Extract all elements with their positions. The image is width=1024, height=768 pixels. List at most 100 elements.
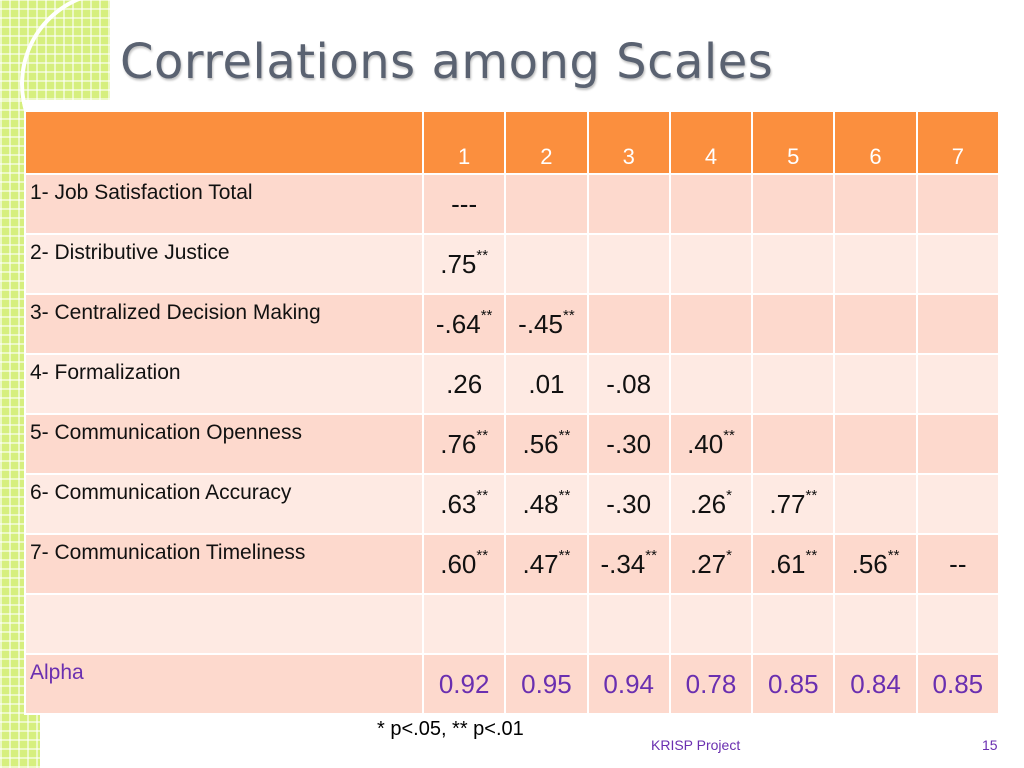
correlation-cell: -.30 [586, 473, 671, 535]
correlation-cell [915, 353, 1001, 415]
correlation-cell: -.34** [586, 533, 671, 595]
cell-value: .77 [769, 488, 806, 519]
correlation-cell [915, 473, 1001, 535]
cell-value: .27 [689, 548, 727, 579]
header-corner-cell [24, 110, 424, 175]
row-label: 1- Job Satisfaction Total [24, 173, 424, 235]
correlation-cell [833, 413, 918, 475]
correlation-cell: .26 [421, 353, 507, 415]
correlation-cell [833, 293, 918, 355]
cell-value: .56 [522, 428, 559, 459]
alpha-value-cell: 0.85 [915, 653, 1001, 715]
cell-value: -.64 [435, 308, 481, 339]
significance-marker: ** [805, 546, 818, 564]
significance-marker: ** [480, 306, 493, 324]
table-row: 7- Communication Timeliness .60** .47** -.3… [24, 533, 1001, 595]
correlation-cell: .77** [751, 473, 836, 535]
footer-project-name: KRISP Project [651, 737, 741, 753]
cell-value: 0.92 [438, 668, 490, 699]
decorative-lattice-top [0, 0, 110, 100]
correlation-cell: .63** [421, 473, 507, 535]
cell-value: 0.85 [932, 668, 984, 699]
alpha-value-cell: 0.84 [833, 653, 918, 715]
column-header: 4 [668, 110, 754, 175]
table-row: 1- Job Satisfaction Total --- [24, 173, 1001, 235]
cell-value: .40 [687, 428, 724, 459]
table-row: 6- Communication Accuracy .63** .48** -.30.… [24, 473, 1001, 535]
correlation-cell [915, 593, 1001, 655]
cell-value: .01 [528, 368, 565, 399]
cell-value: .75 [440, 248, 477, 279]
table-body: 1- Job Satisfaction Total --- 2- Distribut… [24, 173, 1001, 715]
row-label: 7- Communication Timeliness [24, 533, 424, 595]
cell-value: .60 [440, 548, 477, 579]
alpha-value-cell: 0.94 [586, 653, 671, 715]
cell-value: .63 [440, 488, 477, 519]
correlation-cell: .47** [504, 533, 589, 595]
cell-value: -.08 [606, 368, 652, 399]
significance-marker: ** [476, 546, 489, 564]
table-row: 2- Distributive Justice .75** [24, 233, 1001, 295]
correlation-cell [668, 293, 754, 355]
correlation-cell: .76** [421, 413, 507, 475]
row-label: 4- Formalization [24, 353, 424, 415]
cell-value: .48 [522, 488, 559, 519]
correlation-cell [915, 233, 1001, 295]
cell-value: -.45 [518, 308, 563, 339]
cell-value: -.34 [600, 548, 646, 579]
correlation-cell [668, 173, 754, 235]
cell-value: 0.78 [685, 668, 737, 699]
cell-value: 0.85 [767, 668, 819, 699]
significance-marker: ** [723, 426, 735, 444]
correlation-cell [915, 173, 1001, 235]
table-row: 4- Formalization .26 .01 -.08 [24, 353, 1001, 415]
correlation-cell: .75** [421, 233, 507, 295]
correlation-cell [833, 473, 918, 535]
correlation-cell: -.64** [421, 293, 507, 355]
correlation-table: 1 2 3 4 5 6 7 1- Job Satisfaction Total -… [24, 110, 1001, 715]
alpha-value-cell: 0.78 [668, 653, 754, 715]
correlation-cell [751, 233, 836, 295]
correlation-cell [751, 173, 836, 235]
cell-value: 0.94 [603, 668, 654, 699]
correlation-cell [504, 593, 589, 655]
significance-marker: * [726, 546, 732, 564]
significance-marker: ** [476, 426, 489, 444]
correlation-cell [421, 593, 507, 655]
cell-value: 0.95 [521, 668, 572, 699]
correlation-cell: -- [915, 533, 1001, 595]
correlation-cell [833, 593, 918, 655]
cell-value: -.30 [606, 488, 652, 519]
significance-marker: ** [562, 306, 575, 324]
correlation-cell: --- [421, 173, 507, 235]
correlation-cell [833, 173, 918, 235]
alpha-row: Alpha 0.92 0.95 0.94 0.78 0.85 0.84 0.85 [24, 653, 1001, 715]
correlation-cell: -.45** [504, 293, 589, 355]
slide-title: Correlations among Scales [120, 34, 774, 90]
correlation-cell [504, 173, 589, 235]
cell-value: .56 [851, 548, 888, 579]
significance-marker: ** [887, 546, 900, 564]
significance-footnote: * p<.05, ** p<.01 [377, 718, 524, 740]
correlation-cell: .40** [668, 413, 754, 475]
cell-value: -- [949, 548, 967, 579]
alpha-value-cell: 0.95 [504, 653, 589, 715]
column-header: 2 [504, 110, 589, 175]
alpha-label: Alpha [24, 653, 424, 715]
row-label: 5- Communication Openness [24, 413, 424, 475]
column-header: 3 [586, 110, 671, 175]
table-row [24, 593, 1001, 655]
correlation-cell [833, 353, 918, 415]
cell-value: .26 [689, 488, 727, 519]
correlation-cell: .01 [504, 353, 589, 415]
cell-value: .47 [522, 548, 559, 579]
cell-value: .26 [446, 368, 483, 399]
row-label: 6- Communication Accuracy [24, 473, 424, 535]
cell-value: -.30 [606, 428, 652, 459]
significance-marker: ** [476, 246, 489, 264]
significance-marker: ** [558, 546, 571, 564]
significance-marker: ** [558, 486, 571, 504]
correlation-cell: -.08 [586, 353, 671, 415]
correlation-cell [751, 413, 836, 475]
correlation-cell [586, 233, 671, 295]
